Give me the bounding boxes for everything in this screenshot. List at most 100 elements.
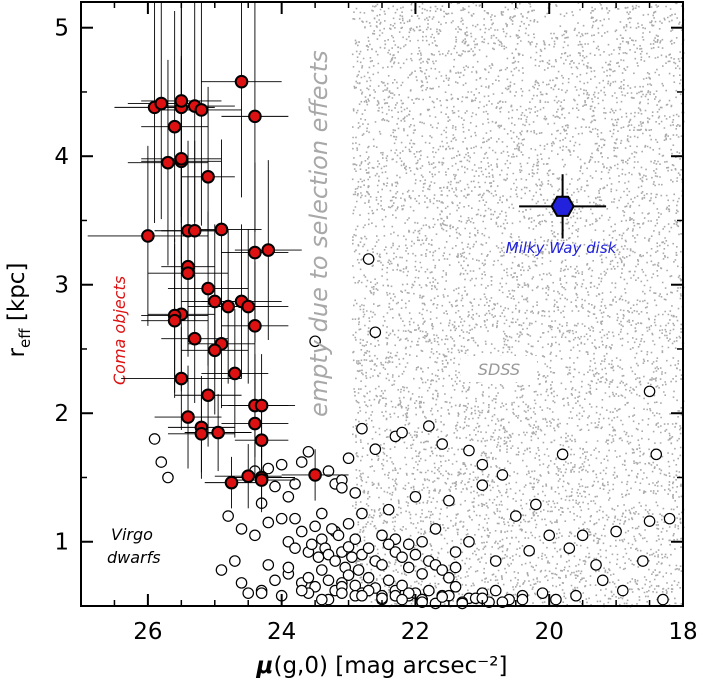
virgo-point [249,529,261,542]
coma-point [187,331,202,346]
virgo-point [443,494,455,507]
virgo-point [332,529,345,542]
y-axis-label: reff [kpc] [4,263,34,358]
virgo-point [443,571,455,584]
virgo-point [295,525,308,538]
coma-point [187,223,202,238]
virgo-point [423,420,435,432]
virgo-point [362,571,375,584]
coma-point [254,398,269,413]
virgo-point [352,564,365,576]
virgo-point [269,574,281,587]
coma-point [207,343,222,358]
virgo-point [650,448,663,461]
virgo-point [155,456,168,468]
virgo-point [369,443,382,456]
coma-point [211,425,225,440]
virgo-point [262,462,275,475]
virgo-point [275,458,288,471]
virgo-point [570,589,582,602]
virgo-point [637,555,649,567]
virgo-point [315,507,328,520]
virgo-point [596,574,609,587]
virgo-point [275,512,288,525]
coma-label: Coma objects [110,276,129,385]
virgo-point [369,326,382,339]
coma-point [201,281,215,296]
virgo-point [657,593,669,606]
virgo-point [610,525,622,538]
x-tick-label: 20 [535,619,564,645]
virgo-point [456,597,469,610]
virgo-point [322,574,335,587]
virgo-point [262,559,275,571]
virgo-point [289,542,301,554]
virgo-point [556,448,569,461]
x-tick-label: 26 [133,619,162,645]
virgo-point [382,538,395,551]
coma-point [248,319,262,333]
coma-point [201,388,215,403]
coma-point [234,74,249,89]
y-tick-label: 5 [54,16,69,42]
coma-point [194,103,209,117]
coma-points [87,2,349,513]
virgo-point [349,487,362,499]
coma-point [194,426,209,441]
y-tick-label: 2 [54,401,69,427]
x-tick-label: 22 [401,619,430,645]
virgo-point [663,512,676,525]
coma-point [248,109,262,124]
virgo-point [302,445,315,458]
virgo-point [295,584,308,597]
virgo-point [362,542,375,554]
coma-point [241,469,256,484]
virgo-point [309,520,321,533]
coma-point [174,371,189,386]
virgo-point [436,591,448,603]
virgo-point [496,596,509,608]
virgo-point [536,587,549,599]
virgo-point [255,587,268,599]
milky-way-point [519,174,607,239]
virgo-point [382,574,395,587]
sdss-points [351,2,685,608]
virgo-point [346,551,358,563]
coma-point [248,416,262,431]
virgo-point [215,564,228,576]
virgo-point [282,490,295,503]
virgo-point [436,564,448,576]
virgo-point [342,452,355,465]
virgo-point [295,456,308,468]
virgo-point [416,535,428,548]
virgo-point [590,559,602,571]
coma-point [174,94,189,108]
sdss-cloud [351,2,685,608]
virgo-point [356,589,368,602]
coma-point [161,155,175,170]
virgo-point [516,593,529,606]
virgo-point [282,561,295,574]
virgo-point [476,458,489,471]
virgo-point [449,546,462,558]
x-tick-label: 24 [267,619,296,645]
y-tick-label: 1 [54,530,69,556]
annotation-layer: empty due to selection effects SDSS Virg… [107,50,618,567]
x-axis-label: μ(g,0) [mag arcsec⁻²] [256,653,508,679]
virgo-label-2: dwarfs [107,548,161,567]
x-tick-label: 18 [668,619,697,645]
virgo-point [336,587,348,599]
virgo-point [356,422,368,435]
virgo-point [409,548,422,561]
virgo-point [382,503,395,516]
virgo-point [523,544,535,557]
virgo-point [376,559,388,571]
coma-point [228,366,242,381]
virgo-point [336,481,348,494]
sdss-label: SDSS [478,360,520,379]
virgo-point [148,433,161,445]
virgo-point [349,533,362,545]
virgo-point [436,438,448,450]
virgo-point [289,512,301,525]
